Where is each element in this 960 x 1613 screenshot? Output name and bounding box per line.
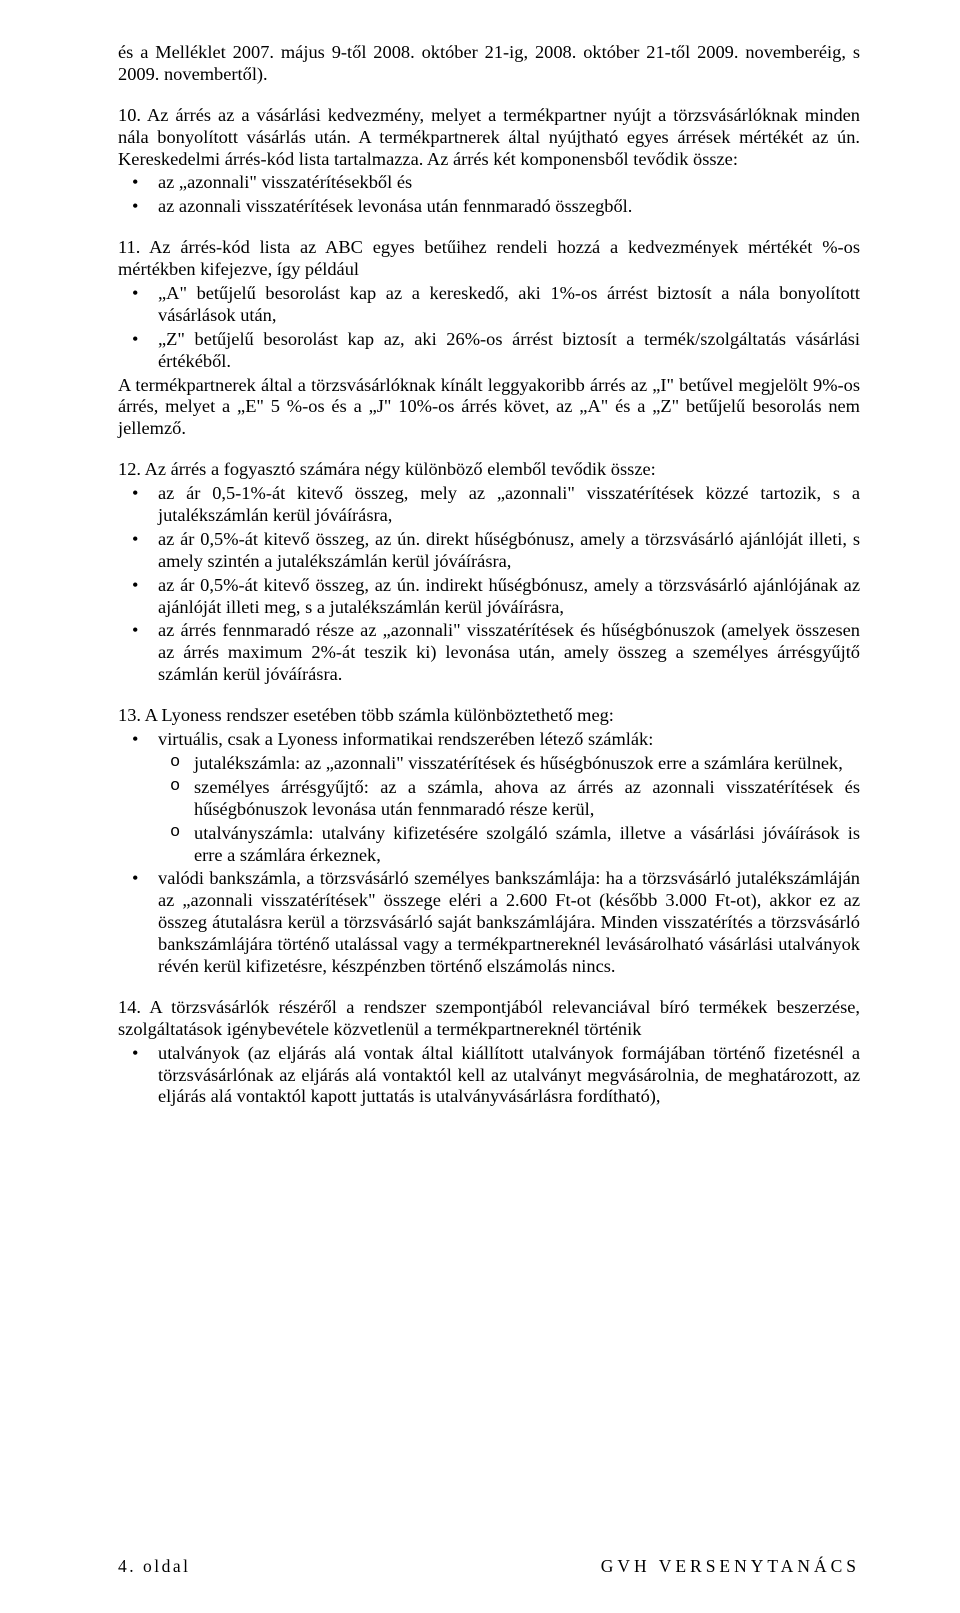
section-14-lead: 14. A törzsvásárlók részéről a rendszer … bbox=[118, 997, 860, 1039]
section-11-list: „A" betűjelű besorolást kap az a kereske… bbox=[118, 283, 860, 373]
section-14-list: utalványok (az eljárás alá vontak által … bbox=[118, 1043, 860, 1109]
section-12-lead: 12. Az árrés a fogyasztó számára négy kü… bbox=[118, 459, 656, 479]
footer-page-number: 4. oldal bbox=[118, 1556, 191, 1577]
section-13-list: virtuális, csak a Lyoness informatikai r… bbox=[118, 729, 860, 978]
section-12: 12. Az árrés a fogyasztó számára négy kü… bbox=[118, 459, 860, 686]
list-item: utalványok (az eljárás alá vontak által … bbox=[158, 1043, 860, 1109]
section-11-lead: 11. Az árrés-kód lista az ABC egyes betű… bbox=[118, 237, 860, 279]
list-item: az „azonnali" visszatérítésekből és bbox=[158, 172, 860, 194]
section-13-lead: 13. A Lyoness rendszer esetében több szá… bbox=[118, 705, 614, 725]
section-10-list: az „azonnali" visszatérítésekből és az a… bbox=[118, 172, 860, 218]
list-item: valódi bankszámla, a törzsvásárló személ… bbox=[158, 868, 860, 977]
list-item: az árrés fennmaradó része az „azonnali" … bbox=[158, 620, 860, 686]
document-page: és a Melléklet 2007. május 9-től 2008. o… bbox=[0, 0, 960, 1613]
list-item: virtuális, csak a Lyoness informatikai r… bbox=[158, 729, 860, 866]
paragraph-intro: és a Melléklet 2007. május 9-től 2008. o… bbox=[118, 42, 860, 86]
sub-list-item: utalványszámla: utalvány kifizetésére sz… bbox=[194, 823, 860, 867]
list-item: az ár 0,5%-át kitevő összeg, az ún. indi… bbox=[158, 575, 860, 619]
sub-list-item: jutalékszámla: az „azonnali" visszatérít… bbox=[194, 753, 860, 775]
sub-list-item: személyes árrésgyűjtő: az a számla, ahov… bbox=[194, 777, 860, 821]
section-10: 10. Az árrés az a vásárlási kedvezmény, … bbox=[118, 105, 860, 218]
list-item: az ár 0,5%-át kitevő összeg, az ún. dire… bbox=[158, 529, 860, 573]
list-item: az ár 0,5-1%-át kitevő összeg, mely az „… bbox=[158, 483, 860, 527]
list-item: az azonnali visszatérítések levonása utá… bbox=[158, 196, 860, 218]
list-item-lead: virtuális, csak a Lyoness informatikai r… bbox=[158, 729, 653, 749]
section-13-sublist: jutalékszámla: az „azonnali" visszatérít… bbox=[158, 753, 860, 866]
page-footer: 4. oldal GVH VERSENYTANÁCS bbox=[118, 1556, 860, 1577]
section-13: 13. A Lyoness rendszer esetében több szá… bbox=[118, 705, 860, 978]
section-12-list: az ár 0,5-1%-át kitevő összeg, mely az „… bbox=[118, 483, 860, 686]
section-14: 14. A törzsvásárlók részéről a rendszer … bbox=[118, 997, 860, 1108]
list-item: „Z" betűjelű besorolást kap az, aki 26%-… bbox=[158, 329, 860, 373]
footer-org: GVH VERSENYTANÁCS bbox=[601, 1556, 860, 1577]
list-item: „A" betűjelű besorolást kap az a kereske… bbox=[158, 283, 860, 327]
section-10-lead: 10. Az árrés az a vásárlási kedvezmény, … bbox=[118, 105, 860, 169]
section-11: 11. Az árrés-kód lista az ABC egyes betű… bbox=[118, 237, 860, 440]
section-11-tail: A termékpartnerek által a törzsvásárlókn… bbox=[118, 375, 860, 441]
